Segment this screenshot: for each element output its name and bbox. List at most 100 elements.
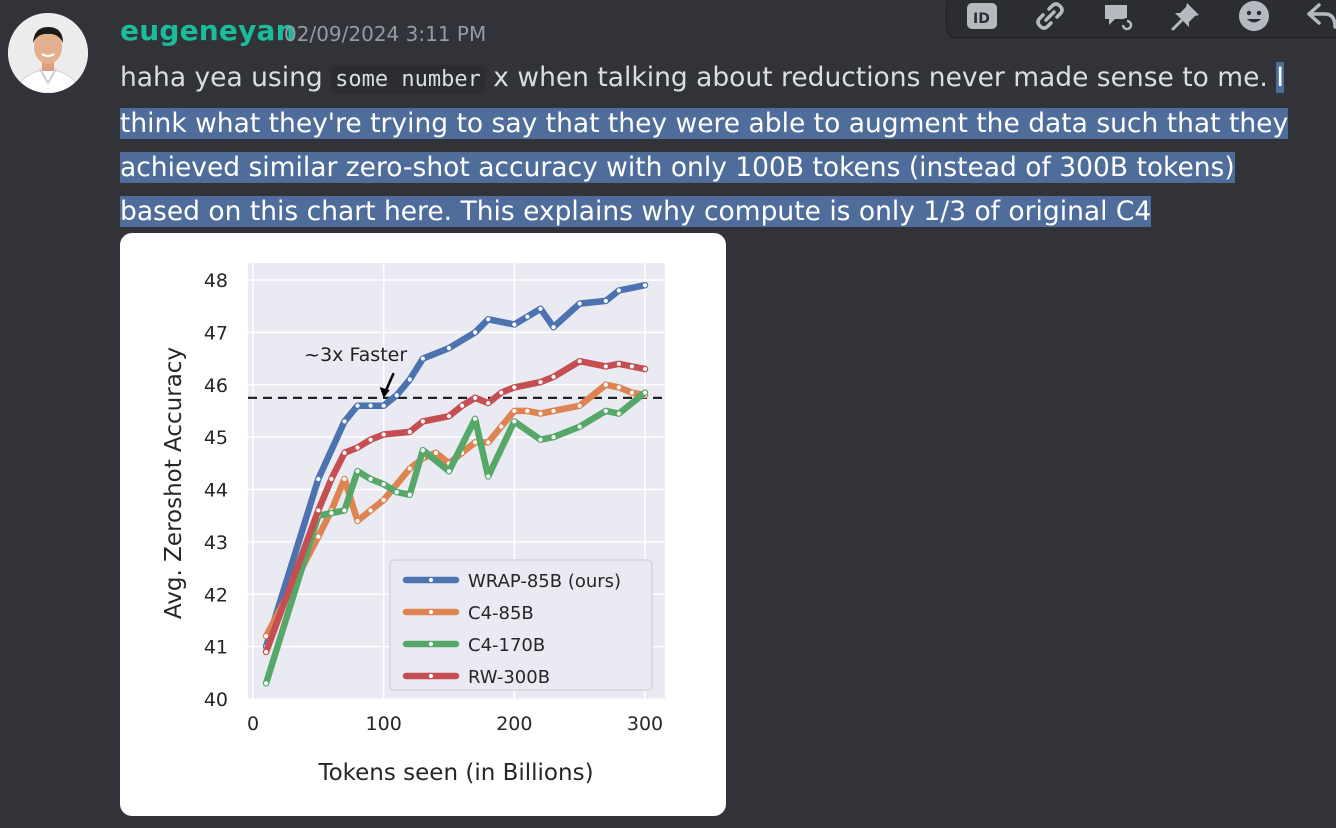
data-point: [615, 287, 622, 294]
annotation-arrowhead: [379, 387, 390, 399]
data-point: [380, 402, 387, 409]
data-point: [485, 316, 492, 323]
data-point: [393, 489, 400, 496]
data-point: [354, 402, 361, 409]
data-point: [315, 507, 322, 514]
y-tick-label: 40: [204, 689, 228, 711]
message-toolbar: ID: [946, 0, 1336, 38]
data-point: [380, 496, 387, 504]
emoji-icon[interactable]: [1235, 0, 1273, 35]
series-line: [262, 357, 649, 656]
data-point: [328, 509, 335, 517]
data-point: [419, 355, 426, 362]
reply-icon[interactable]: [1303, 0, 1336, 35]
legend-label: RW-300B: [468, 667, 550, 688]
data-point: [485, 473, 492, 480]
data-point: [576, 358, 583, 365]
data-point: [641, 389, 649, 396]
data-point: [380, 481, 387, 488]
data-point: [445, 344, 453, 352]
data-point: [393, 392, 400, 399]
legend-label: C4-170B: [468, 635, 545, 656]
timestamp[interactable]: 02/09/2024 3:11 PM: [284, 22, 487, 46]
y-tick-label: 43: [204, 532, 228, 554]
data-point: [341, 418, 348, 425]
data-point: [419, 418, 426, 425]
id-icon[interactable]: ID: [963, 0, 1001, 35]
y-tick-label: 48: [204, 270, 228, 292]
avatar[interactable]: [8, 13, 88, 93]
series-line: [262, 389, 649, 687]
data-point: [432, 449, 440, 456]
data-point: [602, 297, 609, 305]
legend: WRAP-85B (ours) C4-85B C4-170B RW-300B: [389, 559, 653, 691]
data-point: [511, 407, 518, 415]
legend-label: WRAP-85B (ours): [468, 571, 621, 592]
data-point: [602, 407, 609, 415]
data-point: [550, 373, 557, 380]
data-point: [550, 407, 557, 415]
y-tick-label: 47: [204, 322, 228, 344]
x-tick-label: 0: [247, 713, 259, 735]
y-tick-label: 44: [204, 480, 228, 502]
data-point: [380, 431, 387, 438]
data-point: [262, 680, 270, 687]
data-point: [615, 410, 622, 417]
data-point: [445, 468, 453, 475]
y-axis-label: Avg. Zeroshot Accuracy: [161, 347, 187, 619]
username[interactable]: eugeneyan: [120, 14, 296, 47]
data-point: [615, 360, 622, 367]
annotation-label: ~3x Faster: [304, 344, 407, 366]
data-point: [485, 439, 492, 446]
data-point: [315, 475, 322, 483]
x-tick-label: 100: [366, 713, 402, 735]
link-icon[interactable]: [1031, 0, 1069, 35]
y-tick-label: 42: [204, 584, 228, 606]
data-point: [328, 475, 335, 483]
data-point: [472, 394, 479, 401]
data-point: [341, 507, 348, 514]
data-point: [367, 507, 374, 514]
data-point: [354, 517, 361, 525]
data-point: [354, 444, 361, 451]
message-text: haha yea using: [120, 62, 332, 93]
message-content: haha yea using some number x when talkin…: [120, 56, 1320, 234]
series-line: [262, 381, 649, 640]
data-point: [576, 402, 583, 409]
y-tick-label: 41: [204, 637, 228, 659]
data-point: [367, 475, 374, 483]
data-point: [576, 300, 583, 307]
data-point: [628, 389, 636, 396]
data-point: [406, 376, 413, 383]
data-point: [641, 365, 649, 373]
data-point: [602, 381, 609, 388]
legend-marker: [427, 576, 435, 584]
data-point: [524, 407, 531, 415]
pin-icon[interactable]: [1167, 0, 1205, 35]
data-point: [498, 389, 505, 396]
data-point: [315, 533, 322, 540]
data-point: [602, 363, 609, 370]
legend-marker: [427, 640, 435, 648]
data-point: [511, 418, 518, 425]
legend-label: C4-85B: [468, 603, 534, 624]
x-axis-label: Tokens seen (in Billions): [317, 760, 593, 786]
chart-image-attachment[interactable]: 0 100 200 300 40 41 42 43 44 45 46 47 48 ~3x Faster …: [120, 233, 726, 816]
data-point: [472, 329, 479, 336]
legend-marker: [427, 672, 435, 680]
data-point: [498, 423, 505, 430]
data-point: [406, 491, 413, 498]
data-point: [511, 384, 518, 391]
data-point: [367, 402, 374, 409]
x-tick-label: 300: [627, 713, 663, 735]
data-point: [550, 434, 557, 441]
data-point: [262, 648, 270, 655]
inline-code: some number: [331, 65, 485, 94]
message-text: x when talking about reductions never ma…: [484, 62, 1277, 93]
data-point: [341, 449, 348, 456]
svg-text:ID: ID: [973, 11, 990, 27]
data-point: [445, 413, 453, 420]
data-point: [419, 447, 426, 454]
reply-thread-icon[interactable]: [1099, 0, 1137, 35]
